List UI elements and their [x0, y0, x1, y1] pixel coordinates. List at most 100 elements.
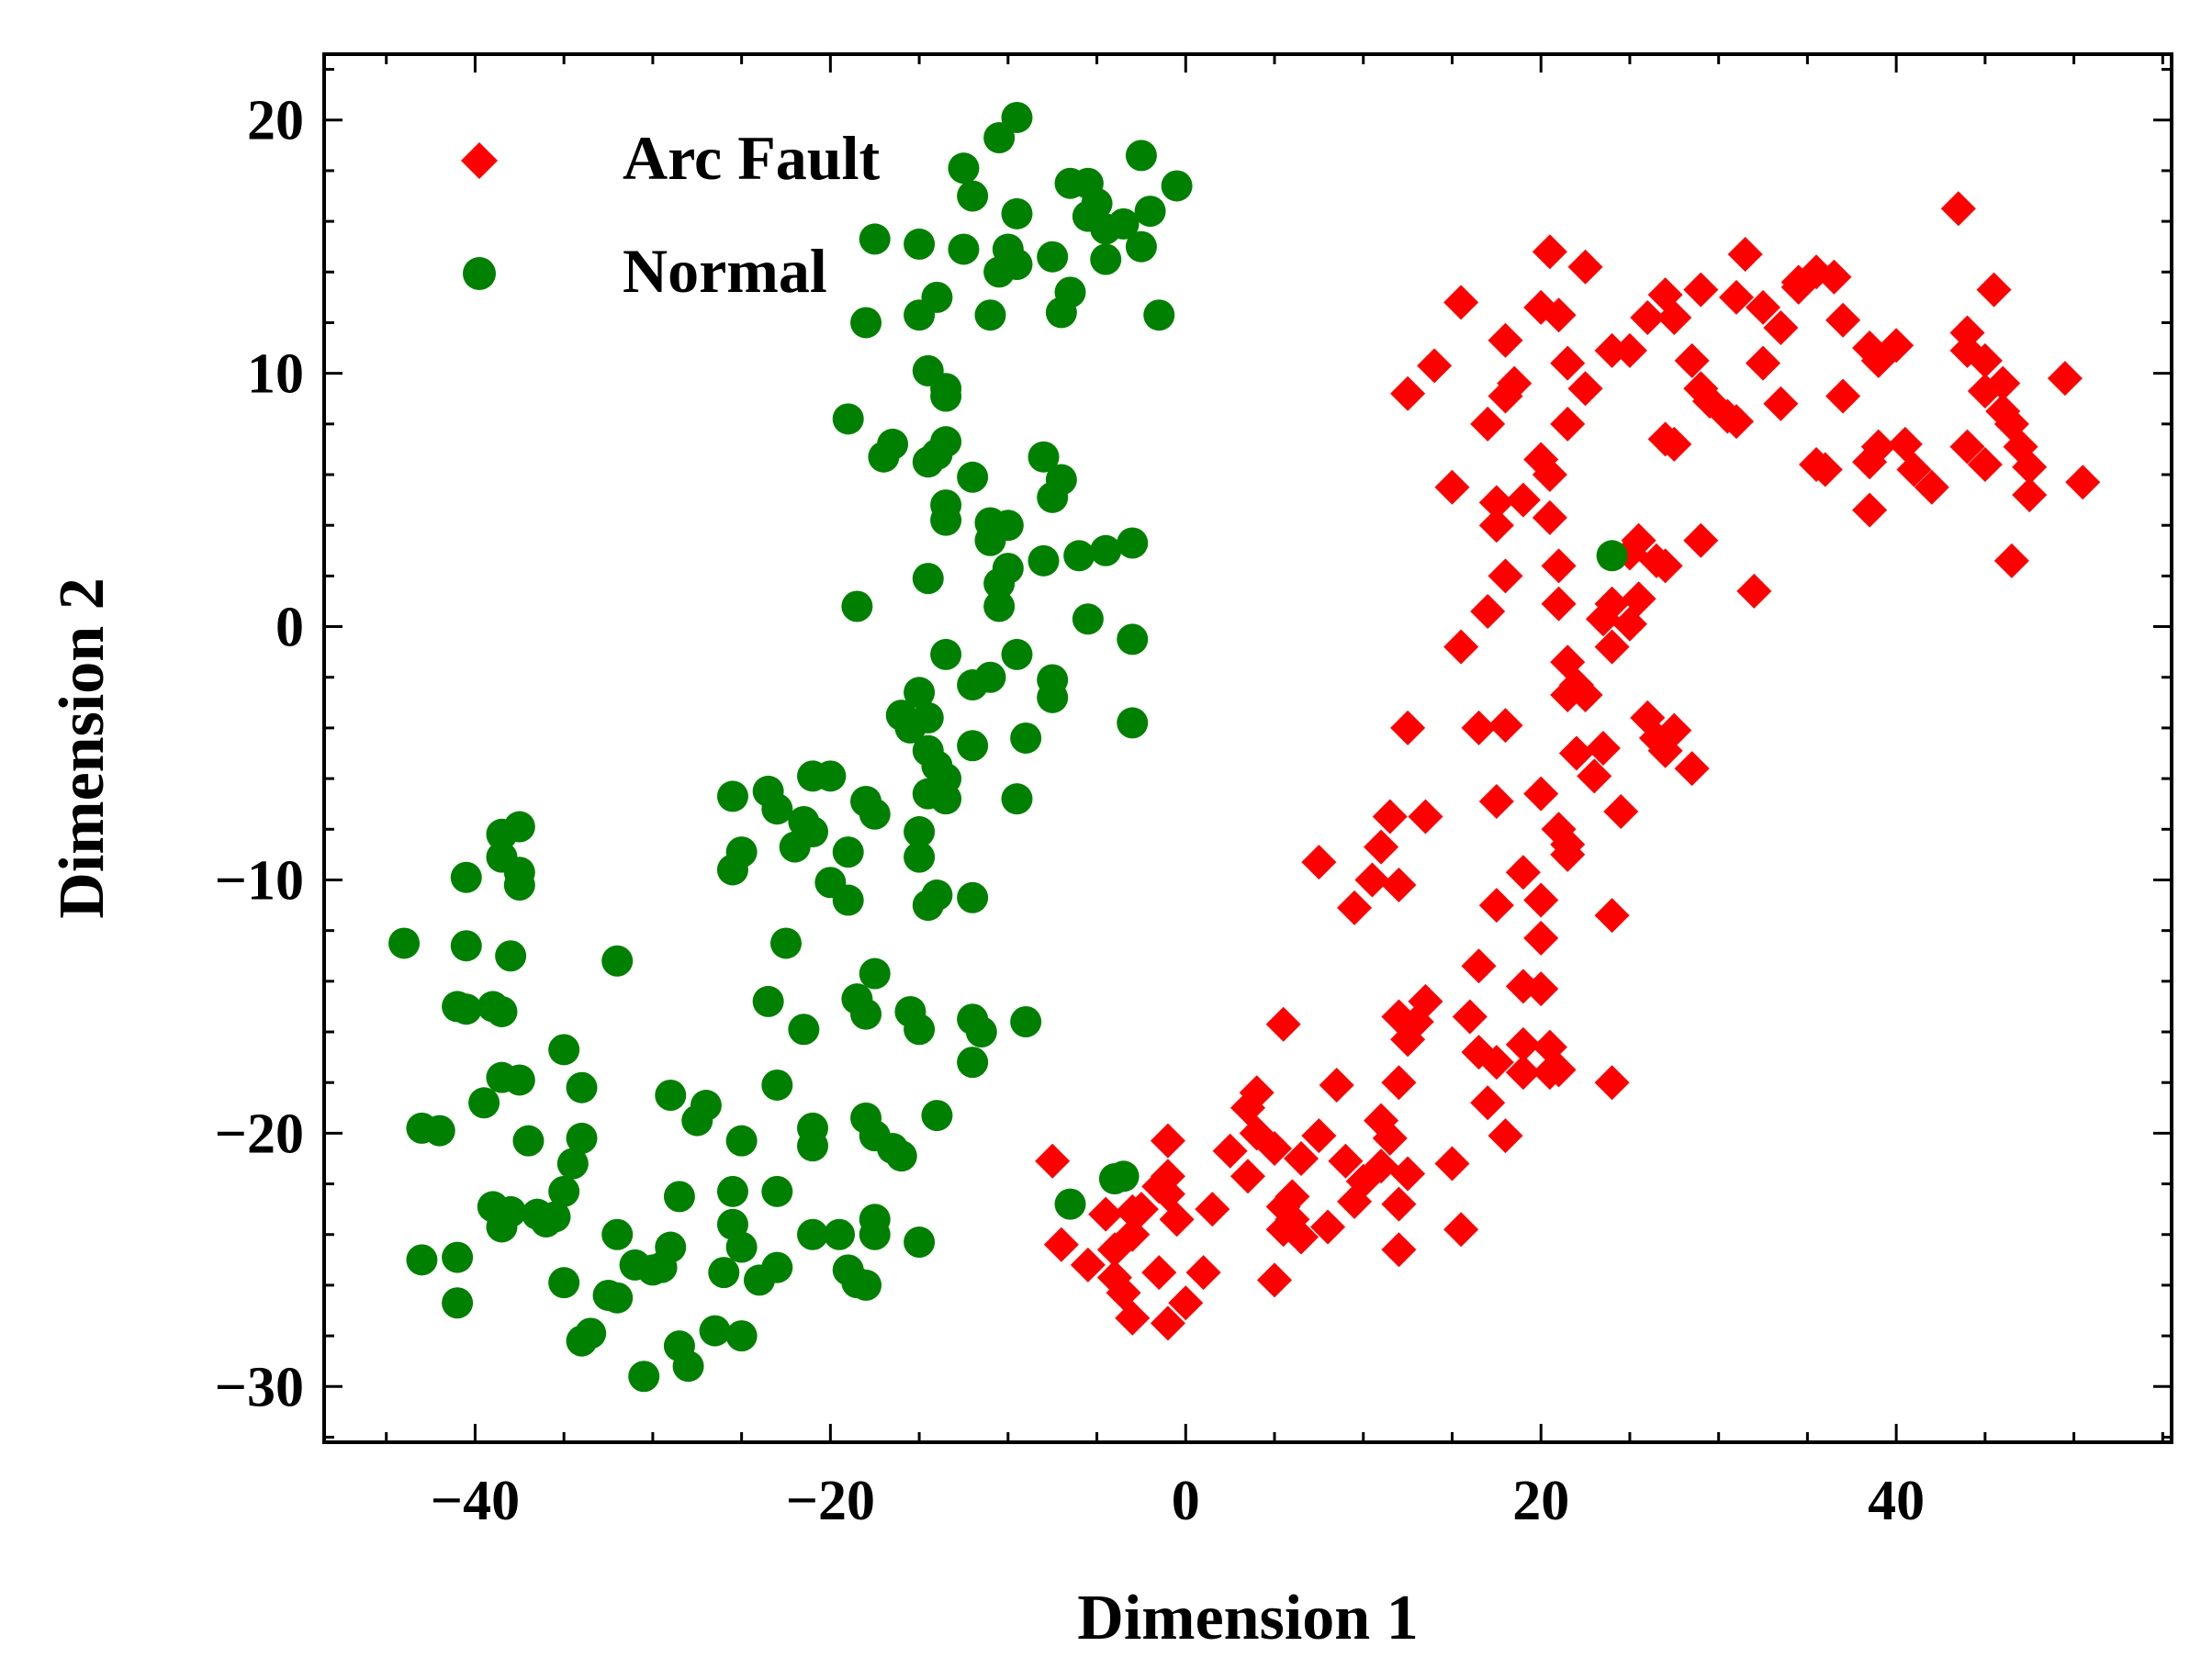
y-tick-label: −10 — [215, 849, 304, 912]
arc-fault-point — [1550, 836, 1586, 872]
normal-point — [761, 1175, 793, 1207]
normal-point — [716, 854, 748, 886]
arc-fault-point — [1070, 1247, 1106, 1283]
arc-fault-point — [1719, 404, 1755, 440]
arc-fault-point — [1505, 855, 1541, 891]
normal-point — [548, 1267, 580, 1299]
arc-fault-point — [1656, 426, 1692, 462]
arc-fault-point — [1763, 309, 1799, 345]
arc-fault-point — [1541, 586, 1577, 622]
arc-fault-point — [1381, 867, 1417, 902]
arc-fault-point — [1185, 1255, 1221, 1291]
arc-fault-point — [1550, 678, 1586, 713]
arc-fault-point — [1284, 1140, 1319, 1176]
normal-point — [1001, 783, 1033, 815]
normal-point — [548, 1034, 580, 1066]
normal-point — [1125, 140, 1157, 172]
normal-point — [1063, 540, 1095, 572]
arc-fault-point — [1816, 259, 1852, 295]
normal-point — [503, 811, 535, 843]
arc-fault-point — [1478, 508, 1514, 543]
normal-point — [832, 403, 864, 435]
arc-fault-point — [1825, 302, 1861, 338]
normal-point — [930, 638, 962, 670]
x-tick-label: −20 — [786, 1470, 875, 1532]
arc-fault-point — [1390, 710, 1426, 745]
arc-fault-point — [1993, 543, 2029, 578]
normal-point — [530, 1205, 562, 1238]
normal-point — [1001, 197, 1033, 230]
normal-point — [601, 1282, 634, 1314]
normal-point — [904, 228, 936, 260]
x-axis-title: Dimension 1 — [1077, 1583, 1418, 1653]
normal-point — [450, 930, 482, 962]
arc-fault-point — [1683, 272, 1719, 308]
arc-fault-point — [1736, 573, 1772, 609]
normal-point — [1010, 722, 1042, 754]
arc-fault-point — [1505, 1026, 1541, 1062]
normal-point — [503, 1064, 535, 1096]
arc-fault-point — [1541, 1052, 1577, 1088]
arc-fault-point — [1611, 606, 1647, 642]
arc-fault-point — [1195, 1192, 1230, 1227]
arc-fault-point — [1488, 378, 1523, 414]
arc-fault-point — [1488, 1118, 1523, 1154]
arc-fault-point — [1470, 594, 1506, 630]
normal-point — [566, 1325, 598, 1357]
arc-fault-point — [1532, 499, 1567, 535]
normal-point — [388, 927, 421, 959]
normal-point — [904, 841, 936, 873]
arc-fault-point — [1852, 330, 1888, 366]
arc-fault-point — [1168, 1285, 1204, 1321]
normal-point — [859, 958, 891, 990]
legend-label-arc-fault: Arc Fault — [623, 123, 880, 193]
arc-fault-point — [1630, 299, 1666, 335]
normal-point — [566, 1122, 598, 1154]
arc-fault-point — [1088, 1196, 1124, 1232]
arc-fault-point — [1372, 1120, 1408, 1156]
arc-fault-point — [1159, 1202, 1195, 1238]
arc-fault-point — [1478, 1045, 1514, 1081]
arc-fault-point — [1967, 373, 2003, 409]
arc-fault-point — [1319, 1067, 1354, 1103]
normal-point — [512, 1125, 545, 1157]
normal-point — [957, 730, 989, 762]
arc-fault-point — [1337, 1183, 1373, 1219]
normal-point — [797, 1130, 829, 1162]
arc-fault-point — [1310, 1209, 1346, 1245]
arc-fault-point — [1879, 328, 1914, 364]
arc-fault-point — [1567, 678, 1603, 713]
normal-point — [841, 590, 873, 622]
arc-fault-point — [1807, 452, 1843, 487]
arc-fault-point — [1558, 735, 1594, 771]
arc-fault-point — [1523, 776, 1559, 812]
arc-fault-point — [1478, 485, 1514, 521]
normal-point — [850, 1269, 882, 1301]
arc-fault-point — [1532, 234, 1567, 270]
normal-point — [983, 567, 1016, 599]
normal-point — [957, 881, 989, 913]
arc-fault-point — [1488, 322, 1523, 358]
normal-point — [904, 816, 936, 848]
arc-fault-point — [1478, 888, 1514, 924]
normal-point — [495, 940, 527, 972]
normal-point — [859, 798, 891, 830]
arc-fault-point — [1567, 249, 1603, 285]
arc-fault-point — [1257, 1130, 1293, 1166]
arc-fault-point — [1656, 299, 1692, 335]
arc-fault-point — [1647, 733, 1683, 768]
arc-fault-point — [1478, 783, 1514, 819]
normal-point — [681, 1104, 713, 1137]
normal-point — [743, 1264, 775, 1296]
arc-fault-point — [1949, 315, 1985, 351]
normal-point — [1134, 196, 1166, 228]
normal-point — [1090, 243, 1122, 275]
arc-fault-point — [2012, 477, 2048, 513]
normal-point — [957, 1047, 989, 1079]
normal-point — [832, 836, 864, 868]
legend-marker-arc-fault — [461, 142, 498, 179]
arc-fault-point — [1488, 558, 1523, 594]
arc-fault-point — [1284, 1219, 1319, 1255]
normal-point — [663, 1181, 695, 1213]
arc-fault-point — [1763, 386, 1799, 421]
